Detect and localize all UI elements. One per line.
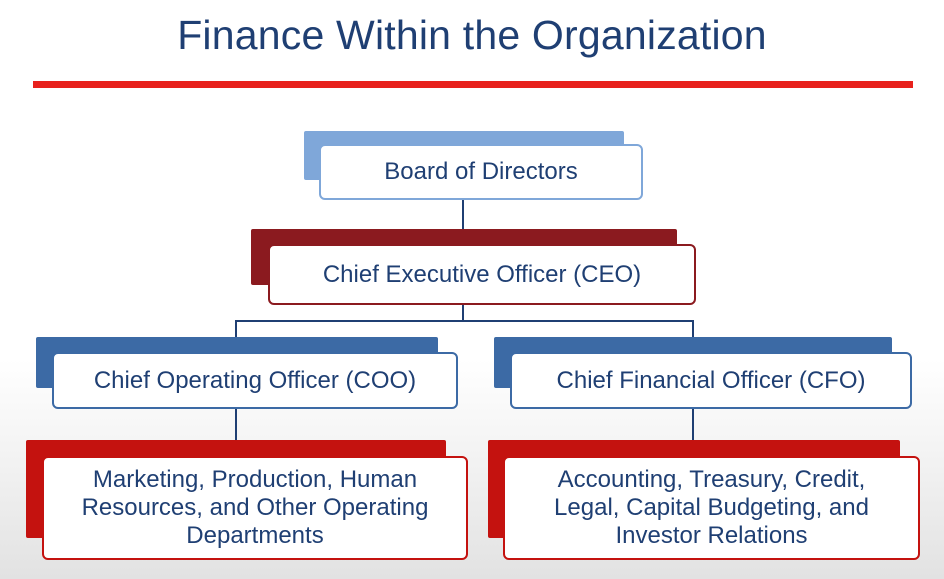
connector-coo-departments (235, 409, 237, 441)
board-box: Board of Directors (319, 144, 643, 200)
coo-departments-label: Marketing, Production, Human Resources, … (81, 466, 429, 549)
coo-box: Chief Operating Officer (COO) (52, 352, 458, 409)
cfo-departments-label: Accounting, Treasury, Credit, Legal, Cap… (554, 466, 869, 549)
cfo-box: Chief Financial Officer (CFO) (510, 352, 912, 409)
connector-to-cfo (692, 320, 694, 338)
ceo-label: Chief Executive Officer (CEO) (322, 260, 642, 288)
connector-officers-horizontal (235, 320, 694, 322)
board-label: Board of Directors (384, 158, 578, 185)
coo-label: Chief Operating Officer (COO) (93, 366, 417, 394)
connector-to-coo (235, 320, 237, 338)
title-underline (33, 81, 913, 88)
connector-board-ceo (462, 200, 464, 230)
cfo-departments-box: Accounting, Treasury, Credit, Legal, Cap… (503, 456, 920, 560)
connector-cfo-departments (692, 409, 694, 441)
ceo-box: Chief Executive Officer (CEO) (268, 244, 696, 305)
cfo-label: Chief Financial Officer (CFO) (556, 366, 866, 394)
coo-departments-box: Marketing, Production, Human Resources, … (42, 456, 468, 560)
connector-ceo-down (462, 305, 464, 321)
slide-title: Finance Within the Organization (177, 12, 767, 58)
